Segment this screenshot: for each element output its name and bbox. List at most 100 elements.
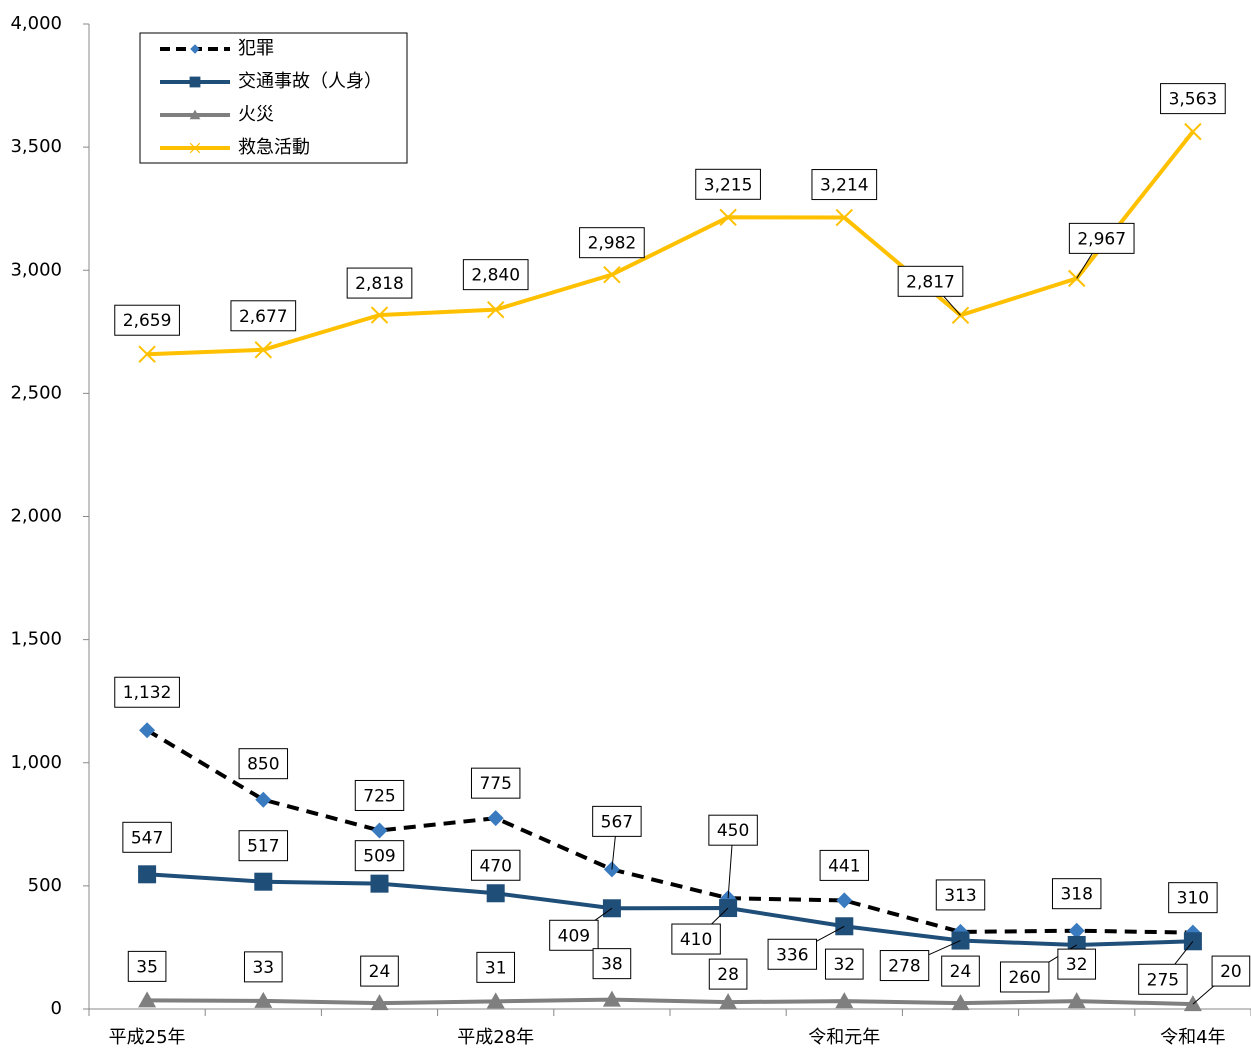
data-point	[719, 208, 737, 227]
y-tick-label: 1,500	[10, 629, 62, 650]
value-label: 2,982	[588, 234, 637, 254]
value-label: 450	[717, 821, 749, 841]
value-label-box	[470, 767, 521, 799]
value-label: 517	[247, 837, 279, 857]
value-label: 567	[601, 812, 633, 832]
value-label: 38	[601, 955, 623, 975]
data-point	[1067, 992, 1086, 1009]
value-label: 2,967	[1077, 229, 1126, 249]
value-label: 2,818	[355, 274, 404, 294]
value-label: 32	[1066, 955, 1088, 975]
series-line	[146, 872, 1193, 947]
data-point	[835, 208, 854, 227]
value-label-box	[114, 304, 180, 336]
value-label: 470	[479, 856, 511, 876]
value-label-box	[579, 227, 645, 259]
value-label: 509	[363, 847, 395, 867]
data-point	[486, 300, 505, 319]
data-point	[254, 872, 273, 891]
y-tick-label: 3,500	[10, 136, 62, 157]
data-point	[138, 991, 157, 1008]
value-label-box	[238, 748, 289, 780]
value-label-box	[354, 779, 405, 811]
y-tick-label: 1,000	[10, 752, 62, 773]
value-label-box	[470, 849, 521, 881]
legend-label: 火災	[238, 104, 274, 125]
value-label-box	[819, 849, 870, 881]
data-point	[603, 265, 621, 284]
data-point	[370, 306, 389, 324]
value-label: 310	[1177, 889, 1209, 909]
value-label: 2,677	[239, 307, 288, 327]
legend-label: 犯罪	[238, 38, 274, 59]
value-label-box	[999, 961, 1050, 993]
data-point	[486, 884, 505, 903]
data-point	[370, 874, 389, 893]
data-point	[1184, 122, 1202, 141]
value-label-box	[1138, 963, 1188, 995]
value-label-box	[354, 840, 405, 872]
value-label-box	[767, 938, 818, 970]
value-label: 3,563	[1169, 90, 1218, 110]
value-label-box	[1057, 948, 1097, 980]
value-label-box	[1051, 878, 1102, 910]
value-label-box	[1160, 83, 1226, 115]
value-label-box	[114, 676, 180, 708]
value-label: 20	[1220, 962, 1242, 982]
value-label-box	[695, 168, 761, 200]
data-point	[602, 990, 621, 1007]
value-label-box	[935, 879, 986, 911]
series-line	[146, 728, 1193, 935]
value-label-box	[476, 951, 516, 983]
data-point	[487, 810, 504, 827]
value-label: 2,840	[471, 266, 520, 286]
value-label-box	[1168, 882, 1218, 914]
data-point	[951, 994, 970, 1011]
value-label: 2,817	[906, 272, 955, 292]
value-label-box	[243, 951, 283, 983]
value-label-box	[122, 821, 172, 853]
value-label-box	[671, 923, 721, 955]
value-label-box	[824, 948, 864, 980]
value-label: 850	[247, 755, 279, 775]
value-label-box	[879, 950, 930, 982]
value-label-box	[127, 950, 167, 982]
value-label-box	[708, 814, 758, 846]
y-tick-label: 500	[28, 875, 62, 896]
value-label: 24	[950, 962, 972, 982]
series-line	[147, 130, 1195, 357]
value-label: 409	[558, 926, 590, 946]
data-point	[1183, 995, 1202, 1012]
data-point	[254, 991, 273, 1008]
value-label-box	[708, 958, 748, 990]
value-label: 28	[717, 965, 739, 985]
value-label-box	[897, 265, 964, 297]
y-tick-label: 4,000	[10, 13, 62, 34]
data-point	[139, 722, 156, 739]
value-label: 278	[888, 957, 920, 977]
x-tick-label: 平成28年	[457, 1027, 534, 1048]
data-point	[370, 994, 389, 1011]
value-label-box	[462, 259, 529, 291]
value-label-box	[549, 919, 599, 951]
data-point	[138, 345, 156, 363]
value-label: 35	[136, 957, 158, 977]
value-label: 275	[1147, 970, 1179, 990]
value-label: 32	[833, 955, 855, 975]
y-tick-label: 2,500	[10, 382, 62, 403]
value-label: 336	[776, 945, 808, 965]
legend-marker	[189, 109, 201, 120]
legend-marker	[189, 142, 201, 154]
value-label: 318	[1060, 885, 1092, 905]
value-label: 2,659	[123, 311, 172, 331]
value-label: 725	[363, 786, 395, 806]
value-label: 441	[828, 856, 860, 876]
value-label-box	[346, 267, 413, 299]
value-label: 3,215	[704, 175, 753, 195]
data-point	[254, 341, 273, 359]
value-label-box	[1211, 955, 1251, 987]
value-label: 260	[1008, 968, 1040, 988]
value-label: 313	[944, 886, 976, 906]
value-label: 775	[479, 774, 511, 794]
